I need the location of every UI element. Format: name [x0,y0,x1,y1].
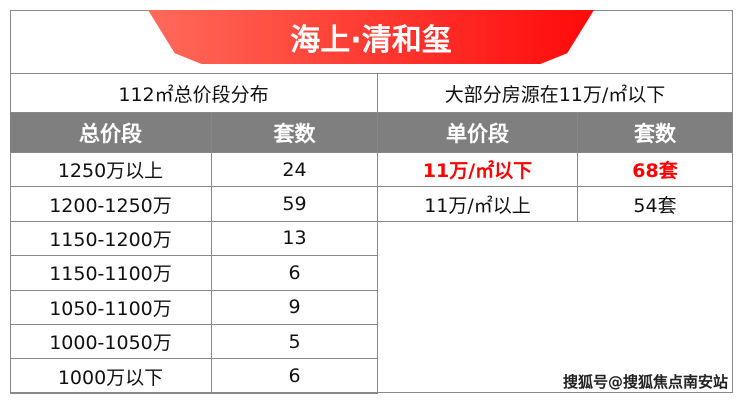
table-cell: 1150-1100万 [10,256,212,291]
table-cell: 59 [212,187,378,222]
table-cell: 5 [212,325,378,360]
table-cell: 68套 [578,153,733,188]
table-cell: 24 [212,153,378,188]
title-banner: 海上·清和玺 [148,10,594,64]
left-col-header: 总价段 [10,113,212,153]
table-cell: 6 [212,256,378,291]
right-heading: 大部分房源在11万/㎡以下 [378,74,733,113]
table-cell: 9 [212,290,378,325]
right-col-header: 单价段 [378,113,578,153]
table-cell: 1200-1250万 [10,187,212,222]
table-cell: 6 [212,359,378,394]
table-cell: 1150-1200万 [10,221,212,257]
watermark: 搜狐号@搜狐焦点南安站 [562,373,728,391]
right-col-header: 套数 [578,113,733,153]
left-col-header: 套数 [212,113,378,153]
table-cell: 13 [212,221,378,257]
table-cell: 54套 [578,187,733,222]
table-cell: 1000万以下 [10,359,212,394]
table-cell: 11万/㎡以下 [378,153,578,188]
table-cell: 1250万以上 [10,153,212,188]
table-cell: 1000-1050万 [10,325,212,360]
table-cell: 11万/㎡以上 [378,187,578,222]
table-cell: 1050-1100万 [10,290,212,325]
divider [10,73,733,74]
left-heading: 112㎡总价段分布 [10,74,378,113]
